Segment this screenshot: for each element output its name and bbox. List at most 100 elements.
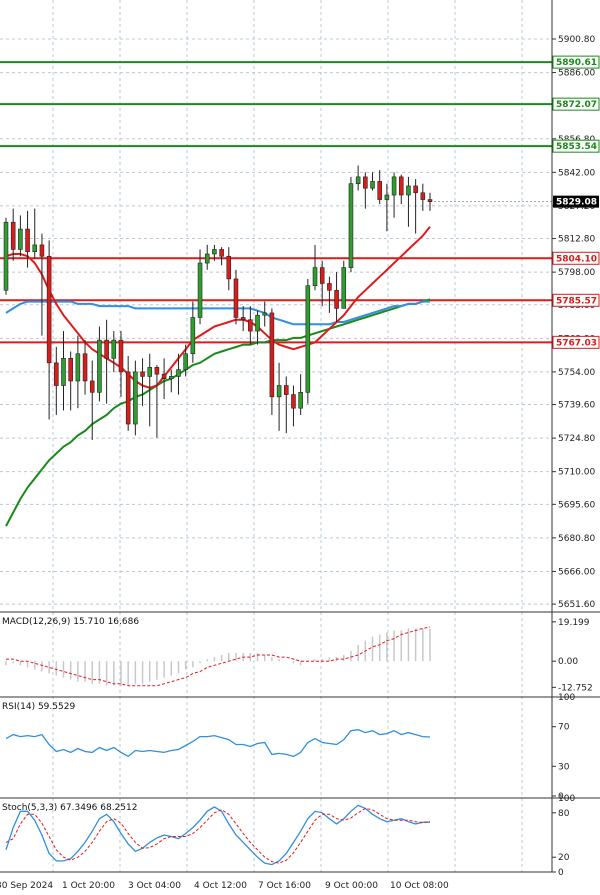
candle-body xyxy=(169,376,174,379)
candle-up xyxy=(133,360,138,436)
pane-tick-label: 19.199 xyxy=(558,618,590,628)
candle-up xyxy=(262,301,267,327)
candle-body xyxy=(319,267,325,284)
candle-body xyxy=(240,317,246,321)
price-tick-label: 5724.80 xyxy=(558,434,595,444)
candle-body xyxy=(176,369,181,377)
pane-tick-label: 100 xyxy=(558,693,575,703)
grid-layer xyxy=(0,0,552,872)
time-label: 10 Oct 08:00 xyxy=(390,881,449,891)
candle-body xyxy=(291,394,296,409)
price-tick-label: 5842.00 xyxy=(558,168,595,178)
candle-body xyxy=(348,183,354,268)
price-tick-label: 5695.60 xyxy=(558,500,595,510)
candle-body xyxy=(420,192,426,200)
candle-body xyxy=(161,373,167,379)
candle-up xyxy=(3,217,9,295)
candle-body xyxy=(68,357,73,382)
candle-body xyxy=(82,353,88,382)
candle-body xyxy=(212,249,217,255)
candle-up xyxy=(176,353,181,395)
candle-down xyxy=(118,331,124,397)
candle-body xyxy=(197,262,203,318)
candle-down xyxy=(154,365,160,438)
candle-up xyxy=(75,335,81,409)
candle-down xyxy=(39,233,45,336)
candle-body xyxy=(276,385,282,398)
candle-body xyxy=(204,253,210,264)
candle-body xyxy=(248,319,253,332)
price-tick-label: 5886.00 xyxy=(558,69,595,79)
pane-tick-label: 0 xyxy=(558,792,564,802)
stoch-d-line xyxy=(5,807,431,864)
candle-down xyxy=(427,192,433,211)
pane-tick-label: -12.752 xyxy=(558,683,593,693)
candle-down xyxy=(125,356,131,431)
candle-body xyxy=(25,228,30,253)
candle-body xyxy=(133,371,138,425)
candle-up xyxy=(384,183,390,232)
candle-body xyxy=(355,176,361,184)
candle-body xyxy=(377,181,382,200)
candle-body xyxy=(219,249,224,257)
level-box xyxy=(552,55,600,69)
level-box xyxy=(552,97,600,111)
candle-down xyxy=(219,247,224,266)
candle-down xyxy=(363,172,368,209)
time-label: 30 Sep 2024 xyxy=(0,881,53,891)
pane-tick-label: 80 xyxy=(558,809,570,819)
price-tick-label: 5666.00 xyxy=(558,567,595,577)
candle-up xyxy=(212,244,217,261)
candle-up xyxy=(204,244,210,270)
candle-up xyxy=(276,362,282,431)
level-label-support: 5767.03 xyxy=(556,338,597,348)
candle-down xyxy=(68,351,73,411)
macd-signal-line xyxy=(6,626,431,687)
candle-up xyxy=(169,369,174,393)
candle-body xyxy=(125,371,131,425)
candle-down xyxy=(334,272,339,323)
candle-down xyxy=(319,260,325,307)
candle-body xyxy=(104,339,109,359)
candle-down xyxy=(327,276,332,313)
candle-down xyxy=(248,306,253,345)
candle-body xyxy=(262,312,267,316)
candle-body xyxy=(97,339,102,393)
candle-down xyxy=(398,174,404,205)
candle-body xyxy=(370,181,375,189)
pane-tick-label: 0.00 xyxy=(558,657,578,667)
candle-down xyxy=(420,183,426,211)
indicator-panes: MACD(12,26,9) 15.710 16.686 19.199 0.00 -12… xyxy=(0,611,600,878)
candle-body xyxy=(10,221,16,250)
pane-tick-label: 0 xyxy=(558,868,564,878)
level-labels: 5890.61 5872.07 5853.54 5804.10 5785.57 5767.… xyxy=(552,55,600,349)
candle-down xyxy=(377,170,382,205)
ma-fast-line xyxy=(5,226,431,389)
price-tick-label: 5798.00 xyxy=(558,268,595,278)
candle-body xyxy=(3,221,9,291)
level-label-resistance: 5890.61 xyxy=(556,58,597,68)
candle-body xyxy=(39,244,45,257)
candle-down xyxy=(161,358,167,400)
time-axis: 30 Sep 2024 1 Oct 20:00 3 Oct 04:00 4 Oct 1… xyxy=(0,871,552,891)
time-label: 1 Oct 20:00 xyxy=(62,881,115,891)
level-box xyxy=(552,335,600,349)
candle-body xyxy=(398,176,404,196)
level-box xyxy=(552,139,600,153)
candle-body xyxy=(140,371,145,377)
candle-body xyxy=(427,199,433,202)
candle-body xyxy=(327,283,332,291)
candle-body xyxy=(190,317,196,355)
candle-up xyxy=(255,310,260,345)
moving-averages xyxy=(5,226,431,527)
pane-tick-label: 100 xyxy=(558,794,575,804)
level-label-support: 5785.57 xyxy=(556,296,597,306)
candle-up xyxy=(341,260,347,309)
price-tick-label: 5900.80 xyxy=(558,35,595,45)
candle-up xyxy=(391,172,397,218)
ma-mid-line xyxy=(5,300,430,326)
price-tick-label: 5754.00 xyxy=(558,368,595,378)
candle-body xyxy=(147,367,153,377)
candle-body xyxy=(312,267,318,287)
